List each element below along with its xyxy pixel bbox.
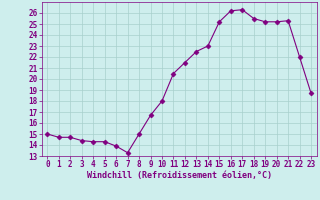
X-axis label: Windchill (Refroidissement éolien,°C): Windchill (Refroidissement éolien,°C) [87,171,272,180]
